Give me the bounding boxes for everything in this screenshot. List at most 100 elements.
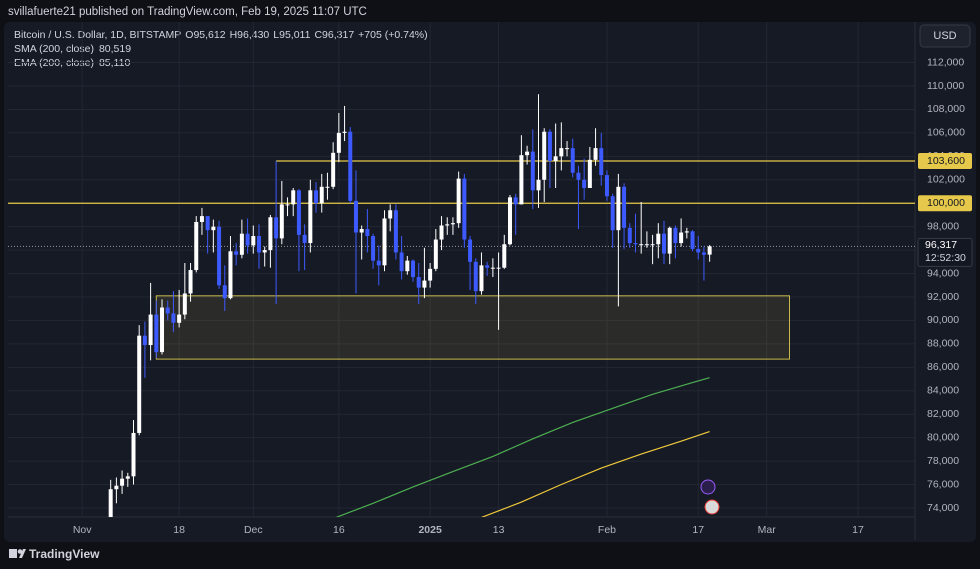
candle-body [433, 239, 438, 269]
candle-body [399, 252, 404, 272]
candle-body [120, 478, 125, 486]
candle-body [536, 179, 541, 191]
legend: Bitcoin / U.S. Dollar, 1D, BITSTAMP O95,6… [14, 29, 428, 69]
candle-body [627, 227, 632, 244]
y-tick-label: 88,000 [927, 338, 959, 350]
candle-body [428, 268, 433, 281]
y-tick-label: 110,000 [927, 80, 964, 92]
candle-body [268, 217, 273, 251]
candle-body [239, 233, 244, 255]
candle-body [507, 197, 512, 245]
x-tick-label: 18 [173, 524, 185, 536]
candle-body [667, 227, 672, 254]
candle-body [114, 485, 119, 490]
candle-body [154, 314, 159, 353]
brand: TradingView [29, 547, 100, 561]
candle-body [485, 265, 490, 268]
economic-event-icon[interactable] [704, 499, 720, 515]
candle-body [285, 204, 290, 206]
candle-body [376, 260, 381, 266]
x-tick-label: Feb [598, 524, 616, 536]
last-price-label: 96,317 [925, 239, 957, 251]
candle-body [450, 223, 455, 225]
y-tick-label: 86,000 [927, 361, 959, 373]
candle-body [479, 265, 484, 292]
candle-body [245, 233, 250, 246]
candle-body [142, 335, 147, 346]
level-label: 103,600 [927, 155, 965, 167]
candle-body [291, 190, 296, 205]
candle-body [650, 244, 655, 246]
indicator-line [481, 431, 710, 517]
candle-body [217, 226, 222, 286]
candle-body [565, 148, 570, 150]
candle-body [473, 261, 478, 292]
event-icon[interactable] [700, 479, 716, 495]
candle-body [582, 179, 587, 188]
candle-body [125, 476, 130, 479]
axes: 74,000 76,000 78,000 80,000 82,000 84,000 86,0… [73, 56, 973, 536]
x-tick-label: 17 [692, 524, 704, 536]
countdown: 12:52:30 [925, 252, 966, 264]
candle-body [405, 260, 410, 272]
legend-close: C96,317 [314, 29, 354, 41]
currency-button[interactable] [919, 24, 971, 48]
support-zone [155, 295, 791, 360]
publisher: svillafuerte21 published on TradingView.… [8, 6, 367, 18]
candle-body [456, 178, 461, 224]
level-label: 100,000 [927, 197, 965, 209]
y-tick-label: 102,000 [927, 174, 965, 186]
candle-body [205, 216, 210, 231]
candle-body [547, 131, 552, 162]
candle-body [496, 267, 501, 269]
candle-body [599, 148, 604, 176]
candle-body [182, 293, 187, 315]
candle-body [188, 270, 193, 294]
y-tick-label: 80,000 [927, 431, 959, 443]
candle-body [570, 148, 575, 173]
candle-body [519, 155, 524, 205]
candle-body [445, 224, 450, 226]
candle-body [393, 210, 398, 253]
candle-body [336, 132, 341, 153]
candle-body [525, 151, 530, 156]
x-tick-label: 2025 [418, 524, 442, 536]
candle-body [108, 489, 113, 517]
candle-body [684, 231, 689, 233]
indicator-line [335, 377, 710, 517]
candle-body [559, 148, 564, 157]
candle-body [371, 236, 376, 261]
level-tag [918, 195, 972, 212]
candle-body [222, 285, 227, 299]
legend-open: O95,612 [185, 29, 225, 41]
x-tick-label: 17 [852, 524, 864, 536]
candle-body [490, 267, 495, 269]
candle-body [639, 244, 644, 246]
y-tick-label: 108,000 [927, 103, 965, 115]
candle-body [622, 186, 627, 228]
candle-body [359, 229, 364, 233]
candle-body [610, 196, 615, 231]
candle-body [382, 218, 387, 266]
candle-body [422, 280, 427, 288]
y-tick-label: 94,000 [927, 267, 959, 279]
candle-body [593, 148, 598, 160]
y-tick-label: 106,000 [927, 127, 965, 139]
candle-body [296, 190, 301, 235]
candle-body [148, 314, 153, 346]
y-tick-label: 82,000 [927, 408, 959, 420]
candle-body [616, 186, 621, 231]
candle-body [177, 314, 182, 323]
candle-body [604, 175, 609, 197]
x-tick-label: Dec [244, 524, 263, 536]
candle-body [656, 233, 661, 245]
candle-body [234, 251, 239, 255]
currency[interactable]: USD [933, 30, 956, 42]
candle-body [199, 216, 204, 222]
candle-body [256, 236, 261, 253]
candle-body [673, 227, 678, 244]
y-tick-label: 92,000 [927, 291, 959, 303]
candle-body [348, 131, 353, 201]
candle-body [502, 244, 507, 268]
